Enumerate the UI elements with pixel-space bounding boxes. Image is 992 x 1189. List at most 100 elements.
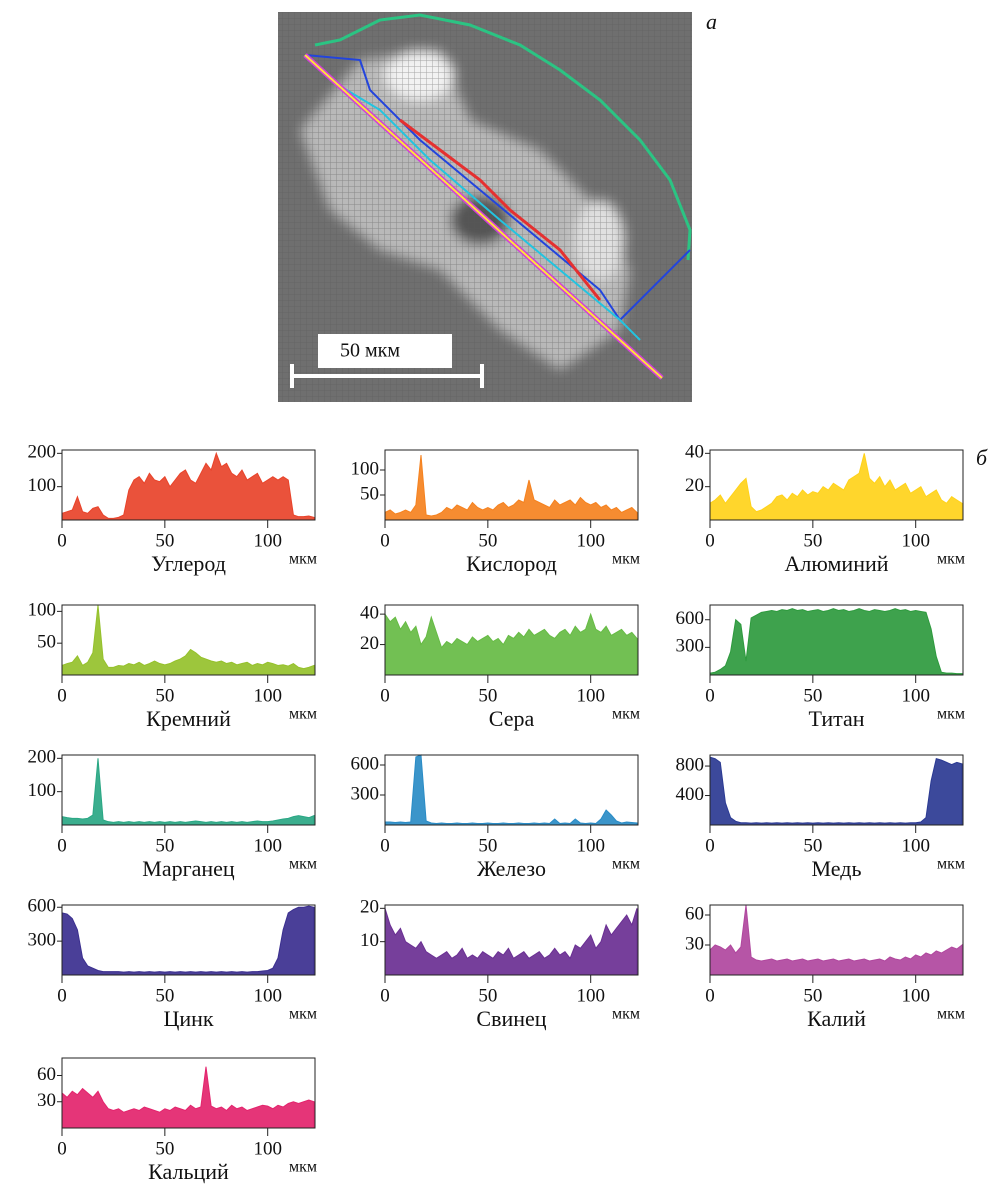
x-axis-label: мкм bbox=[937, 551, 965, 568]
x-tick-label: 100 bbox=[901, 685, 930, 706]
plot-frame bbox=[384, 754, 639, 826]
y-tick-label: 300 bbox=[28, 929, 57, 950]
chart: 20 40 0 50 100 Сера мкм bbox=[360, 602, 640, 731]
area bbox=[61, 451, 315, 521]
x-tick-label: 100 bbox=[576, 685, 605, 706]
chart: 20 40 0 50 100 Алюминий мкм bbox=[685, 442, 965, 576]
plot-frame bbox=[709, 449, 964, 521]
plot-frame bbox=[709, 904, 964, 976]
x-tick-label: 100 bbox=[576, 530, 605, 551]
x-tick-label: 50 bbox=[478, 685, 497, 706]
y-tick-label: 200 bbox=[28, 747, 57, 768]
chart: 50 100 0 50 100 Кислород мкм bbox=[351, 449, 640, 576]
x-tick-label: 0 bbox=[705, 835, 715, 856]
plot-frame bbox=[61, 1057, 316, 1129]
x-tick-label: 0 bbox=[57, 1138, 67, 1159]
chart-title: Свинец bbox=[476, 1006, 546, 1031]
x-axis-label: мкм bbox=[612, 551, 640, 568]
x-tick-label: 50 bbox=[803, 685, 822, 706]
x-tick-label: 100 bbox=[253, 835, 282, 856]
plot-frame bbox=[61, 754, 316, 826]
x-tick-label: 50 bbox=[155, 1138, 174, 1159]
x-axis-label: мкм bbox=[937, 856, 965, 873]
area bbox=[384, 754, 638, 826]
y-tick-label: 100 bbox=[28, 780, 57, 801]
area bbox=[61, 1066, 315, 1129]
x-tick-label: 100 bbox=[576, 985, 605, 1006]
x-tick-label: 100 bbox=[253, 985, 282, 1006]
y-tick-label: 40 bbox=[360, 602, 379, 623]
x-axis-label: мкм bbox=[937, 1006, 965, 1023]
chart: 100 200 0 50 100 Углерод мкм bbox=[28, 442, 318, 576]
x-tick-label: 0 bbox=[705, 685, 715, 706]
y-tick-label: 20 bbox=[360, 633, 379, 654]
x-tick-label: 100 bbox=[901, 835, 930, 856]
plot-frame bbox=[384, 904, 639, 976]
x-tick-label: 50 bbox=[803, 530, 822, 551]
chart-title: Медь bbox=[812, 856, 862, 881]
x-tick-label: 100 bbox=[901, 530, 930, 551]
y-tick-label: 50 bbox=[360, 483, 379, 504]
y-tick-label: 800 bbox=[676, 754, 705, 775]
plot-frame bbox=[709, 754, 964, 826]
x-tick-label: 0 bbox=[705, 985, 715, 1006]
chart: 400 800 0 50 100 Медь мкм bbox=[676, 754, 966, 881]
x-tick-label: 50 bbox=[155, 530, 174, 551]
x-tick-label: 50 bbox=[155, 685, 174, 706]
chart: 100 200 0 50 100 Марганец мкм bbox=[28, 747, 318, 881]
y-tick-label: 60 bbox=[37, 1064, 56, 1085]
x-axis-label: мкм bbox=[937, 706, 965, 723]
x-tick-label: 0 bbox=[380, 530, 390, 551]
chart-title: Алюминий bbox=[784, 551, 888, 576]
plot-frame bbox=[384, 449, 639, 521]
chart-title: Марганец bbox=[142, 856, 235, 881]
y-tick-label: 600 bbox=[351, 753, 380, 774]
area bbox=[61, 604, 315, 676]
chart-title: Кремний bbox=[146, 706, 231, 731]
x-tick-label: 0 bbox=[57, 530, 67, 551]
x-tick-label: 50 bbox=[478, 835, 497, 856]
scale-bar-label: 50 мкм bbox=[340, 340, 400, 362]
chart: 30 60 0 50 100 Кальций мкм bbox=[37, 1057, 317, 1184]
x-tick-label: 0 bbox=[57, 985, 67, 1006]
area bbox=[709, 453, 963, 521]
area bbox=[709, 904, 963, 976]
panel-label: а bbox=[706, 9, 717, 34]
chart-title: Цинк bbox=[163, 1006, 213, 1031]
x-axis-label: мкм bbox=[612, 856, 640, 873]
y-tick-label: 400 bbox=[676, 784, 705, 805]
y-tick-label: 10 bbox=[360, 930, 379, 951]
chart: 300 600 0 50 100 Титан мкм bbox=[676, 604, 965, 731]
area bbox=[61, 758, 315, 826]
sem-image: 50 мкм bbox=[278, 12, 692, 402]
y-tick-label: 100 bbox=[28, 475, 57, 496]
plot-frame bbox=[384, 604, 639, 676]
chart: 50 100 0 50 100 Кремний мкм bbox=[28, 600, 318, 731]
chart-title: Калий bbox=[807, 1006, 866, 1031]
area bbox=[384, 454, 638, 521]
area bbox=[384, 908, 638, 976]
area bbox=[384, 612, 638, 676]
x-tick-label: 100 bbox=[253, 685, 282, 706]
y-tick-label: 20 bbox=[685, 475, 704, 496]
x-tick-label: 50 bbox=[478, 985, 497, 1006]
x-axis-label: мкм bbox=[289, 1159, 317, 1176]
chart: 300 600 0 50 100 Железо мкм bbox=[351, 753, 641, 881]
chart-title: Сера bbox=[489, 706, 535, 731]
x-tick-label: 50 bbox=[155, 985, 174, 1006]
chart-title: Углерод bbox=[151, 551, 226, 576]
x-tick-label: 0 bbox=[57, 835, 67, 856]
x-tick-label: 0 bbox=[380, 685, 390, 706]
y-tick-label: 600 bbox=[28, 896, 57, 917]
chart: 30 60 0 50 100 Калий мкм bbox=[685, 903, 965, 1031]
x-tick-label: 50 bbox=[478, 530, 497, 551]
x-axis-label: мкм bbox=[612, 706, 640, 723]
y-tick-label: 40 bbox=[685, 442, 704, 463]
x-tick-label: 0 bbox=[57, 685, 67, 706]
x-axis-label: мкм bbox=[289, 551, 317, 568]
y-tick-label: 100 bbox=[351, 458, 380, 479]
x-axis-label: мкм bbox=[289, 1006, 317, 1023]
y-tick-label: 30 bbox=[685, 933, 704, 954]
x-tick-label: 50 bbox=[155, 835, 174, 856]
